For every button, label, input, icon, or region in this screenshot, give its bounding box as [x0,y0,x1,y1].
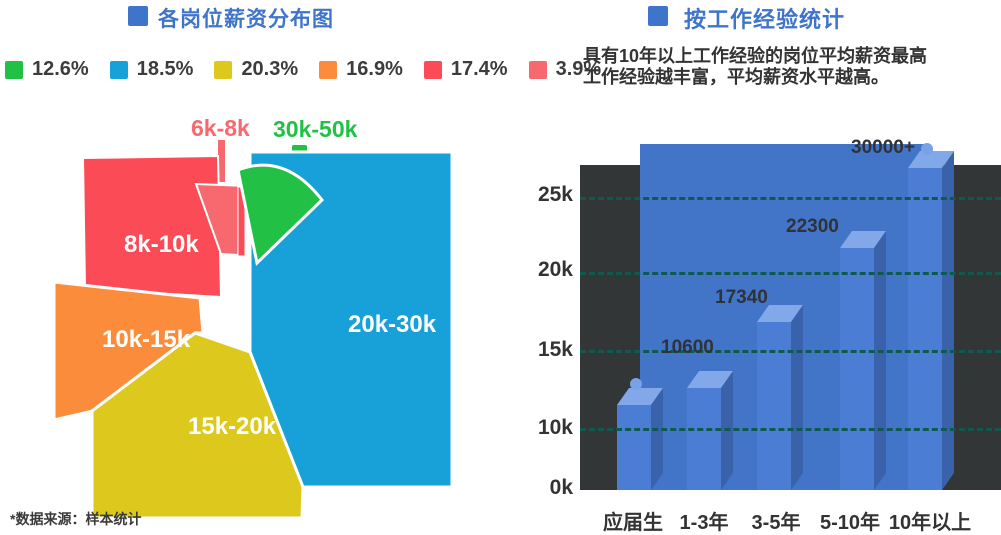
legend-item-salmon[interactable]: 3.9% [528,58,602,81]
data-label-2: 17340 [715,287,768,308]
legend-swatch-blue [109,60,128,79]
x-tick-1-3y: 1-3年 [679,512,729,534]
bar-top-3 [757,305,803,322]
gridline-10k [580,428,1001,431]
bar-top-1 [617,388,663,405]
bar-top-2 [687,371,733,388]
bars-layer [617,143,954,490]
y-tick-15k: 15k [537,338,573,361]
bar-front-2[interactable] [687,388,721,490]
pie-slice-30k-50k[interactable] [236,163,325,266]
left-title-icon [128,6,148,26]
bar-front-3[interactable] [757,322,791,490]
bar-top-5 [908,151,954,168]
x-tick-fresh-grad: 应届生 [603,512,663,534]
legend-swatch-red [423,60,442,79]
y-tick-0k: 0k [549,476,573,499]
left-chart-title: 各岗位薪资分布图 [158,8,334,31]
bar-front-5[interactable] [908,168,942,490]
data-label-1: 10600 [661,337,714,358]
y-tick-10k: 10k [537,416,573,439]
pie-slice-15k-20k[interactable] [90,331,305,520]
legend-item-blue[interactable]: 18.5% [109,58,194,81]
x-tick-3-5y: 3-5年 [751,512,801,534]
callout-label-30k-50k: 30k-50k [273,116,358,142]
bar-front-4[interactable] [840,248,874,490]
legend-label: 3.9% [555,58,602,80]
line-marker-1 [630,378,642,390]
line-marker-5 [921,143,933,155]
slice-label-8k-10k: 8k-10k [124,231,199,258]
subtitle-line-2: 工作经验越丰富，平均薪资水平越高。 [583,67,889,87]
bar-top-4 [840,231,886,248]
gridline-15k [580,350,1001,353]
legend-item-red[interactable]: 17.4% [423,58,508,81]
callout-tick-salmon [218,140,225,182]
legend-label: 12.6% [32,58,89,80]
legend-swatch-orange [319,60,338,79]
bar-side-5 [942,151,954,490]
bar-side-4 [874,231,886,490]
subtitle-line-1: 具有10年以上工作经验的岗位平均薪资最高 [583,46,928,66]
right-title-icon [648,6,668,26]
slice-label-10k-15k: 10k-15k [102,326,191,353]
x-tick-5-10y: 5-10年 [819,512,881,534]
bar-front-1[interactable] [617,405,651,490]
bar-side-3 [791,305,803,490]
gridline-20k [580,272,1001,275]
gridline-25k [580,197,1001,200]
legend-swatch-salmon [528,60,547,79]
bar-side-1 [651,388,663,490]
legend-swatch-yellow [214,60,233,79]
data-label-3: 22300 [786,216,839,237]
data-source-footnote: *数据来源：样本统计 [10,511,142,527]
legend-item-yellow[interactable]: 20.3% [214,58,298,81]
y-tick-20k: 20k [537,258,573,281]
pie-slice-20k-30k[interactable] [248,150,454,489]
callout-label-6k-8k: 6k-8k [191,115,250,141]
right-chart-subtitle: 具有10年以上工作经验的岗位平均薪资最高 工作经验越丰富，平均薪资水平越高。 [583,46,927,88]
legend-label: 16.9% [346,58,403,80]
right-chart-title: 按工作经验统计 [684,7,846,32]
legend-label: 17.4% [450,58,508,80]
legend-item-green[interactable]: 12.6% [5,58,89,81]
x-tick-10y-plus: 10年以上 [888,512,972,534]
slice-label-20k-30k: 20k-30k [348,311,437,338]
pie-chart: 8k-10k 10k-15k 15k-20k 20k-30k 6k-8k 30k… [52,115,454,520]
slice-label-15k-20k: 15k-20k [188,413,277,440]
legend-swatch-green [5,60,23,79]
data-label-4: 30000+ [851,137,915,158]
legend-item-orange[interactable]: 16.9% [319,58,403,81]
legend-label: 18.5% [136,58,194,80]
legend-label: 20.3% [241,58,299,80]
y-tick-25k: 25k [537,183,573,206]
pie-slice-8k-10k[interactable] [81,154,223,299]
pie-legend: 12.6% 18.5% 20.3% 16.9% 17.4% 3.9% [5,58,601,81]
